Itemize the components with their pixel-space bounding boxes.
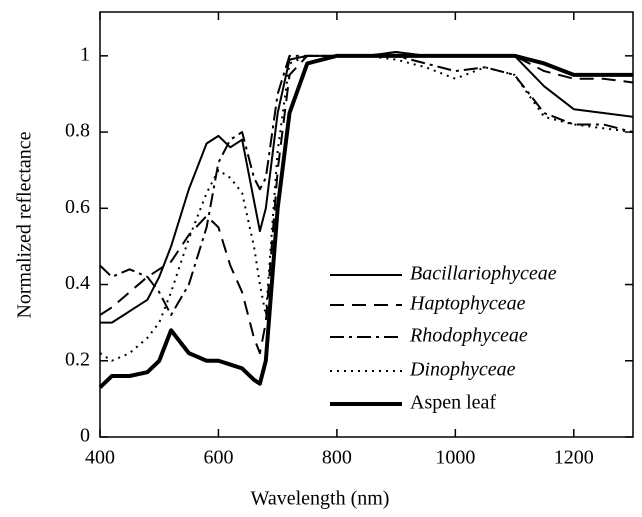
legend-label: Haptophyceae bbox=[409, 293, 526, 315]
x-tick-label: 400 bbox=[85, 447, 115, 469]
series-line bbox=[98, 53, 633, 389]
y-tick-label: 0.4 bbox=[65, 272, 90, 294]
legend-label: Dinophyceae bbox=[409, 359, 516, 381]
x-tick-label: 800 bbox=[322, 447, 352, 469]
x-tick-label: 600 bbox=[203, 447, 233, 469]
y-tick-label: 0.2 bbox=[65, 348, 90, 370]
legend-label: Aspen leaf bbox=[410, 392, 496, 414]
legend-label: Bacillariophyceae bbox=[410, 263, 557, 285]
x-axis-label: Wavelength (nm) bbox=[251, 488, 390, 510]
plot-frame bbox=[99, 11, 634, 438]
series-line bbox=[99, 51, 634, 355]
series-line bbox=[99, 54, 634, 362]
y-axis-label: Normalized reflectance bbox=[14, 131, 36, 318]
y-tick-label: 0 bbox=[80, 425, 90, 447]
legend-label: Rhodophyceae bbox=[409, 325, 528, 347]
y-tick-label: 0.8 bbox=[65, 120, 90, 142]
x-tick-label: 1200 bbox=[554, 447, 594, 469]
y-tick-label: 1 bbox=[80, 43, 90, 65]
y-tick-label: 0.6 bbox=[65, 196, 90, 218]
x-tick-label: 1000 bbox=[435, 447, 475, 469]
